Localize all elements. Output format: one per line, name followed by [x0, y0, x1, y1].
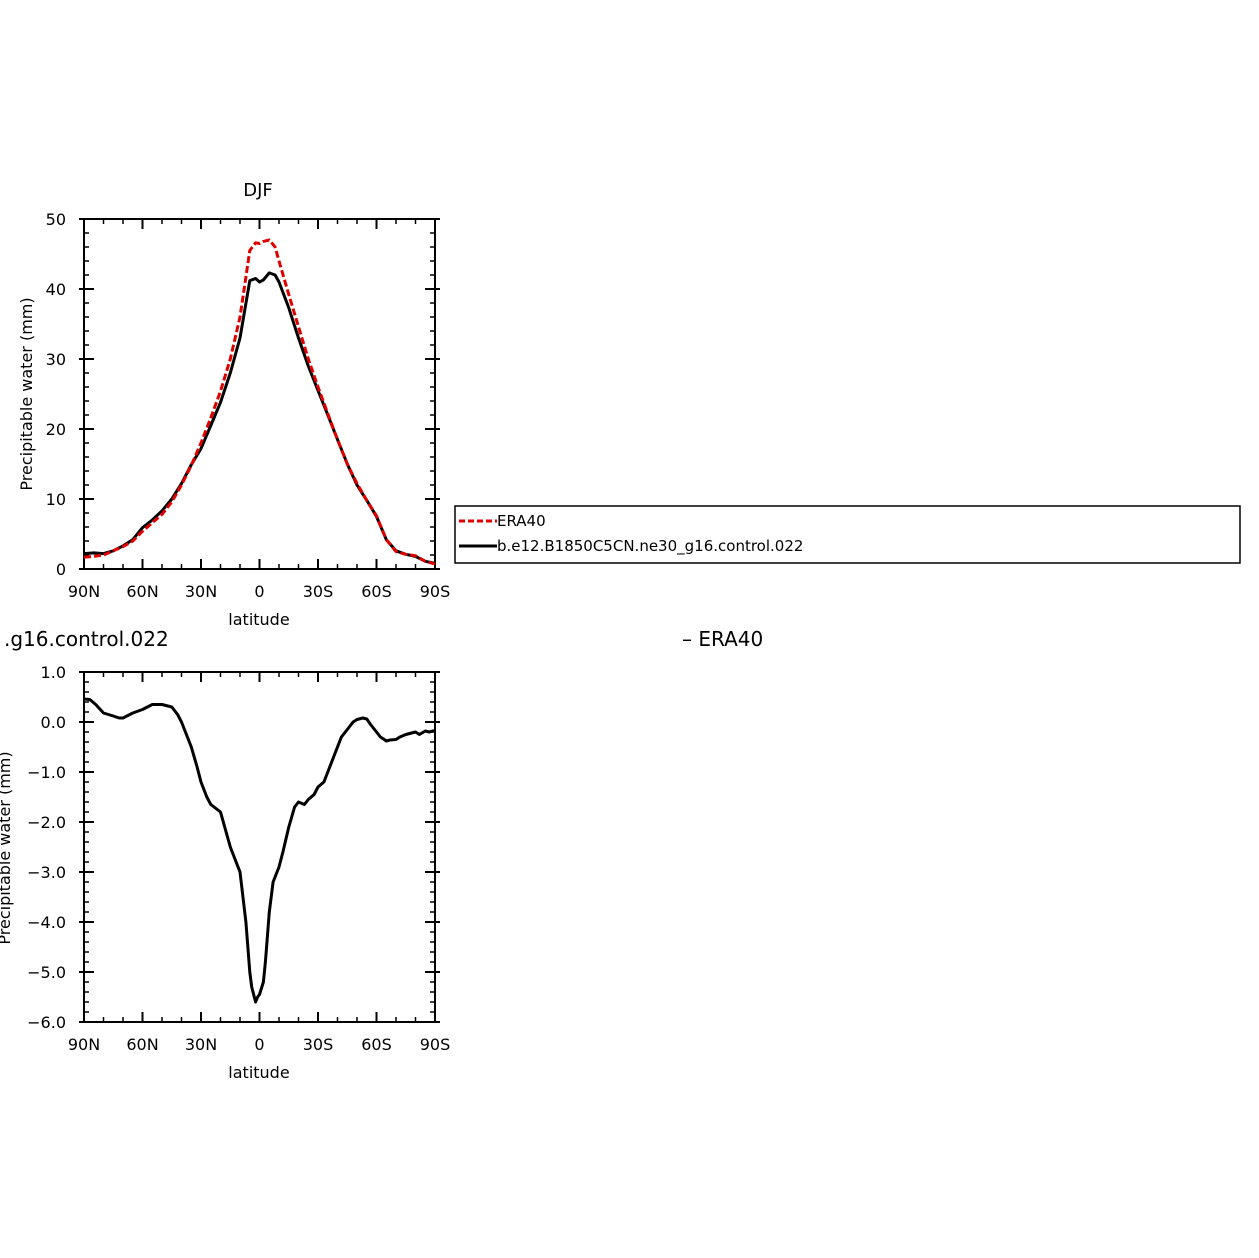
x-tick-label: 30N — [185, 1035, 217, 1054]
y-tick-label: 50 — [46, 210, 66, 229]
y-tick-label: −2.0 — [27, 813, 66, 832]
y-tick-label: −5.0 — [27, 963, 66, 982]
legend: ERA40 b.e12.B1850C5CN.ne30_g16.control.0… — [454, 505, 1241, 564]
x-tick-label: 60N — [126, 582, 158, 601]
bottom-panel-title-left: .g16.control.022 — [4, 627, 169, 651]
y-tick-label: −6.0 — [27, 1013, 66, 1032]
top-series-line-0 — [83, 238, 436, 566]
bottom-panel: .g16.control.022 – ERA40 90N 60N 30N 0 30S 60… — [0, 627, 763, 1082]
legend-model-label: b.e12.B1850C5CN.ne30_g16.control.022 — [497, 537, 803, 556]
y-tick-label: 30 — [46, 350, 66, 369]
y-tick-label: −1.0 — [27, 763, 66, 782]
x-tick-label: 60S — [361, 1035, 392, 1054]
legend-era40-label: ERA40 — [497, 512, 546, 530]
y-tick-label: −4.0 — [27, 913, 66, 932]
x-tick-label: 90S — [420, 582, 451, 601]
top-series-line-1 — [83, 271, 436, 565]
bottom-series-line-0 — [83, 697, 436, 1004]
y-tick-label: −3.0 — [27, 863, 66, 882]
y-tick-label: 0.0 — [41, 713, 66, 732]
top-panel: DJF 90N 60N 30N 0 30S 60S 90S 0 10 20 30 40 50 latit… — [17, 180, 450, 629]
x-tick-label: 0 — [254, 582, 264, 601]
y-tick-label: 1.0 — [41, 663, 66, 682]
bottom-x-axis-label: latitude — [228, 1063, 289, 1082]
x-tick-label: 60S — [361, 582, 392, 601]
x-tick-label: 90S — [420, 1035, 451, 1054]
x-tick-label: 30S — [303, 582, 334, 601]
y-tick-label: 20 — [46, 420, 66, 439]
top-x-axis-label: latitude — [228, 610, 289, 629]
legend-box — [454, 505, 1241, 564]
bottom-plot-frame — [83, 671, 436, 1023]
x-tick-label: 0 — [254, 1035, 264, 1054]
x-tick-label: 60N — [126, 1035, 158, 1054]
y-tick-label: 10 — [46, 490, 66, 509]
y-tick-label: 0 — [56, 560, 66, 579]
x-tick-label: 30N — [185, 582, 217, 601]
x-tick-label: 30S — [303, 1035, 334, 1054]
top-plot-frame — [83, 218, 436, 570]
y-tick-label: 40 — [46, 280, 66, 299]
bottom-y-axis-label: Precipitable water (mm) — [0, 751, 14, 944]
bottom-panel-title-right: – ERA40 — [682, 627, 763, 651]
top-y-axis-label: Precipitable water (mm) — [17, 297, 36, 490]
x-tick-label: 90N — [68, 582, 100, 601]
top-panel-title: DJF — [243, 180, 273, 201]
x-tick-label: 90N — [68, 1035, 100, 1054]
